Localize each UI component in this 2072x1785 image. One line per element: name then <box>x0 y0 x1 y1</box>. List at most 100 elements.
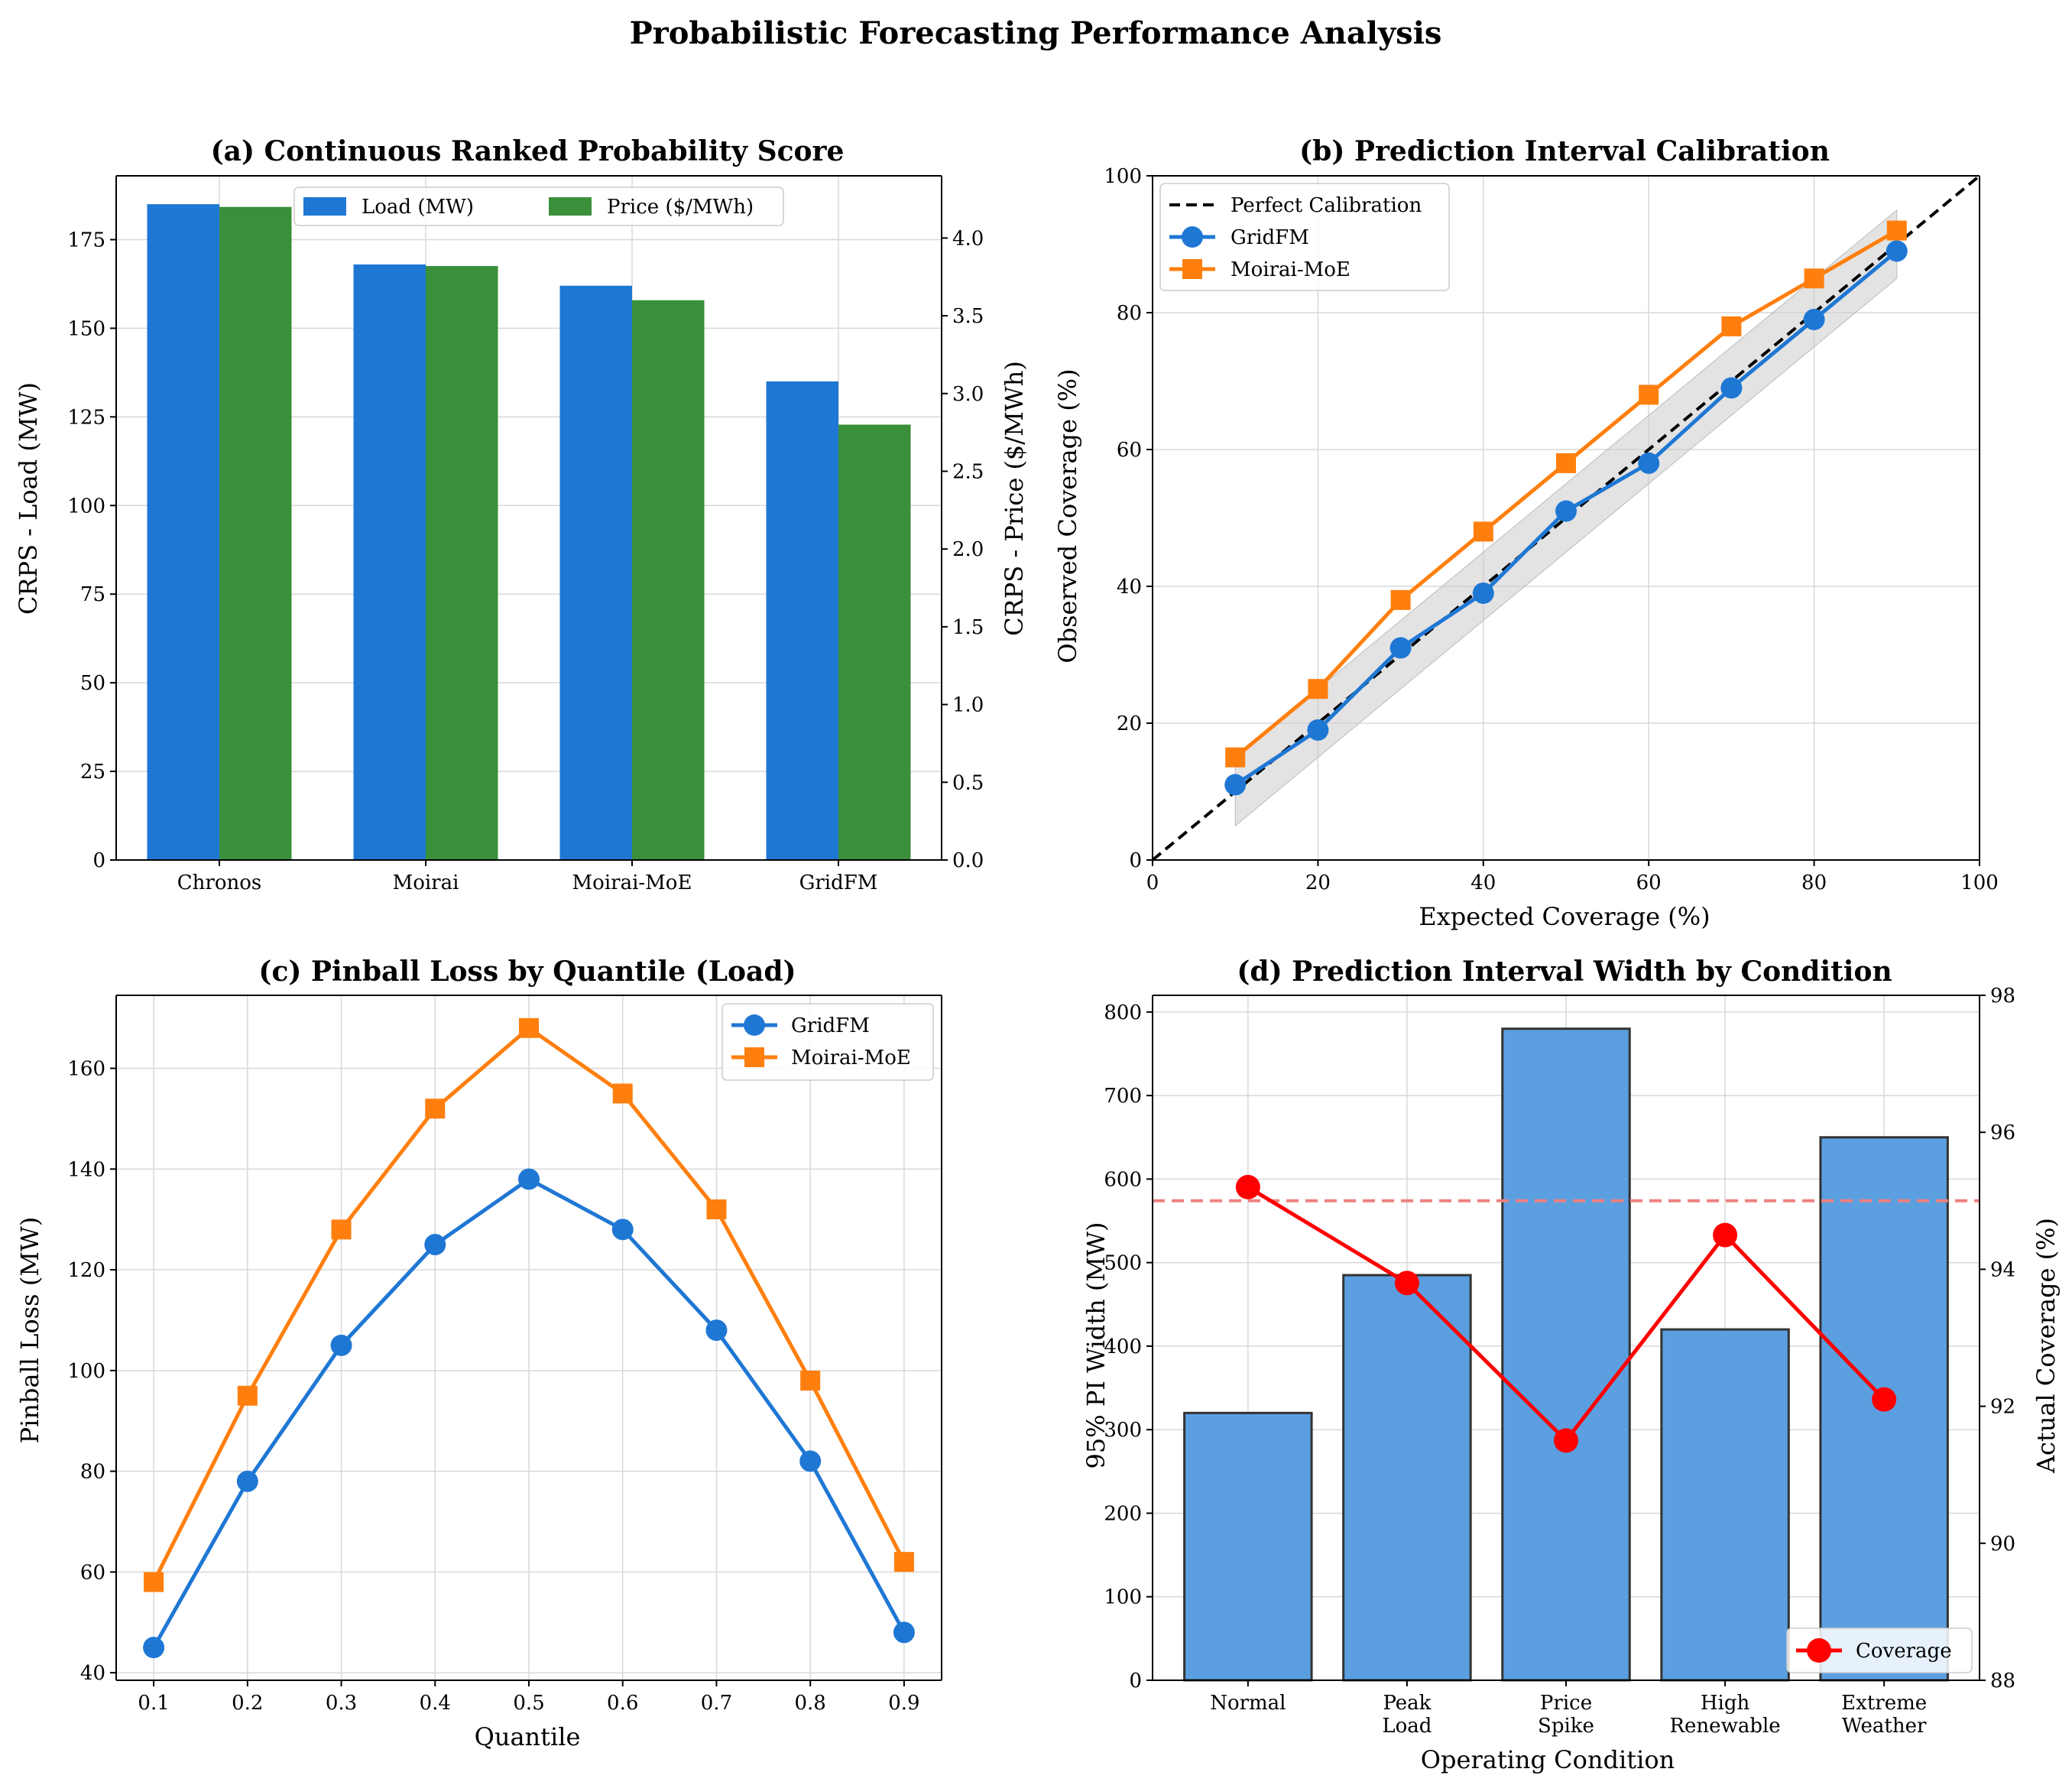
panel-a-ytick-label: 25 <box>80 761 105 784</box>
panel-a-crps: (a) Continuous Ranked Probability Score … <box>14 135 1029 894</box>
panel-d-xtick-label: Renewable <box>1669 1715 1780 1738</box>
panel-a-ylabel: CRPS - Load (MW) <box>14 382 43 615</box>
panel-b-point-gridfm <box>1638 452 1660 474</box>
panel-b-point-gridfm <box>1555 500 1577 522</box>
panel-d-y2tick-label: 98 <box>1990 985 2015 1008</box>
panel-b-ytick-label: 0 <box>1129 849 1142 872</box>
panel-a-bar-price <box>838 424 911 860</box>
panel-c-xtick-label: 0.8 <box>795 1692 826 1715</box>
panel-c-point-moirai-moe <box>331 1219 352 1240</box>
panel-c-point-moirai-moe <box>237 1385 258 1406</box>
panel-a-y2tick-label: 4.0 <box>952 227 984 250</box>
panel-d-y2tick-label: 96 <box>1990 1121 2015 1144</box>
panel-a-ytick-label: 50 <box>80 672 105 695</box>
panel-c-point-gridfm <box>611 1219 634 1241</box>
panel-d-y2tick-label: 90 <box>1990 1533 2015 1556</box>
panel-a-xtick-label: GridFM <box>799 871 878 894</box>
panel-d-y2tick-label: 88 <box>1990 1670 2015 1693</box>
panel-c-legend-box <box>721 1003 934 1081</box>
panel-b-point-gridfm <box>1720 377 1743 399</box>
panel-b-point-gridfm <box>1307 719 1329 741</box>
panel-a-legend-box <box>293 187 784 226</box>
panel-d-point-coverage <box>1872 1387 1897 1412</box>
panel-a-ytick-label: 125 <box>67 406 105 429</box>
panel-c-point-moirai-moe <box>800 1371 821 1391</box>
panel-a-y2tick-label: 2.0 <box>952 538 984 561</box>
panel-c-ytick-label: 60 <box>80 1561 105 1584</box>
panel-c-xlabel: Quantile <box>475 1722 581 1751</box>
panel-b-calibration: (b) Prediction Interval Calibration Expe… <box>1053 135 1999 931</box>
panel-b-xtick-label: 100 <box>1960 871 1999 894</box>
panel-d-y2label: Actual Coverage (%) <box>2031 1218 2061 1474</box>
panel-c-point-gridfm <box>893 1621 915 1644</box>
panel-c-legend-marker-gridfm <box>744 1014 765 1036</box>
panel-d-xtick-label: Price <box>1540 1692 1592 1715</box>
panel-d-xtick-label: Load <box>1382 1715 1432 1738</box>
panel-d-point-coverage <box>1554 1428 1578 1453</box>
panel-a-bar-price <box>219 206 292 860</box>
panel-d-title: (d) Prediction Interval Width by Conditi… <box>1237 956 1892 988</box>
panel-d-ytick-label: 0 <box>1129 1670 1142 1693</box>
panel-b-ytick-label: 80 <box>1117 302 1142 325</box>
panel-c-point-moirai-moe <box>144 1572 164 1592</box>
panel-b-legend-label-moirai: Moirai-MoE <box>1231 258 1351 281</box>
panel-a-y2tick-label: 0.5 <box>952 771 984 794</box>
panel-a-bar-load <box>559 285 632 860</box>
panel-a-y2tick-label: 0.0 <box>952 849 984 872</box>
panel-d-ytick-label: 400 <box>1104 1336 1142 1358</box>
figure-title: Probabilistic Forecasting Performance An… <box>630 15 1442 51</box>
panel-d-bar-width <box>1660 1328 1790 1682</box>
panel-b-legend-marker-gridfm <box>1182 226 1203 248</box>
panel-c-xtick-label: 0.3 <box>326 1692 357 1715</box>
panel-a-ytick-label: 175 <box>67 229 105 252</box>
panel-b-point-moirai-moe <box>1473 521 1493 542</box>
panel-a-xtick-label: Chronos <box>177 871 261 894</box>
panel-a-title: (a) Continuous Ranked Probability Score <box>211 135 845 167</box>
panel-c-xtick-label: 0.4 <box>420 1692 451 1715</box>
panel-a-bar-load <box>147 204 219 860</box>
panel-c-ytick-label: 160 <box>67 1058 105 1081</box>
panel-d-legend-marker-coverage <box>1807 1638 1831 1663</box>
panel-c-legend-label-moirai: Moirai-MoE <box>791 1047 911 1069</box>
panel-b-legend-box <box>1159 183 1450 291</box>
panel-b-legend-marker-moirai <box>1182 259 1202 279</box>
panel-d-ytick-label: 200 <box>1104 1502 1142 1525</box>
panel-c-point-gridfm <box>143 1637 165 1659</box>
panel-b-point-moirai-moe <box>1886 220 1907 241</box>
panel-d-ytick-label: 300 <box>1104 1419 1142 1442</box>
panel-a-bar-load <box>766 381 838 860</box>
panel-c-ytick-label: 100 <box>67 1360 105 1383</box>
panel-d-y2tick-label: 94 <box>1990 1258 2015 1281</box>
panel-b-point-gridfm <box>1389 637 1412 659</box>
panel-a-y2tick-label: 3.5 <box>952 305 984 328</box>
panel-b-point-moirai-moe <box>1804 268 1824 289</box>
panel-d-point-coverage <box>1394 1271 1419 1296</box>
panel-a-y2tick-label: 1.0 <box>952 694 984 717</box>
panel-b-ytick-label: 40 <box>1117 576 1142 599</box>
panel-c-xtick-label: 0.9 <box>888 1692 919 1715</box>
panel-d-xlabel: Operating Condition <box>1421 1745 1675 1774</box>
panel-c-point-moirai-moe <box>612 1083 633 1104</box>
panel-c-legend-marker-moirai <box>744 1047 764 1067</box>
panel-b-point-moirai-moe <box>1721 316 1742 336</box>
panel-a-ytick-label: 0 <box>92 849 105 872</box>
panel-c-xtick-label: 0.7 <box>701 1692 732 1715</box>
panel-c-ylabel: Pinball Loss (MW) <box>15 1217 44 1444</box>
panel-d-point-coverage <box>1235 1174 1260 1199</box>
panel-d-bar-width <box>1183 1411 1313 1682</box>
panel-d-ytick-label: 700 <box>1104 1085 1142 1108</box>
panel-b-xlabel: Expected Coverage (%) <box>1419 902 1710 931</box>
panel-c-xtick-label: 0.6 <box>607 1692 638 1715</box>
panel-d-xtick-label: Weather <box>1842 1715 1927 1738</box>
panel-d-point-coverage <box>1713 1222 1738 1248</box>
panel-c-point-moirai-moe <box>706 1199 727 1219</box>
panel-b-point-gridfm <box>1224 774 1247 796</box>
panel-b-point-gridfm <box>1472 582 1494 604</box>
panel-d-xtick-label: Spike <box>1538 1715 1594 1738</box>
panel-b-xtick-label: 60 <box>1636 871 1662 894</box>
panel-b-point-moirai-moe <box>1390 589 1411 610</box>
panel-c-ytick-label: 80 <box>80 1461 105 1484</box>
panel-a-ytick-label: 75 <box>80 583 105 606</box>
panel-b-legend-label-perfect: Perfect Calibration <box>1231 194 1422 217</box>
panel-d-xtick-label: Extreme <box>1841 1692 1927 1715</box>
